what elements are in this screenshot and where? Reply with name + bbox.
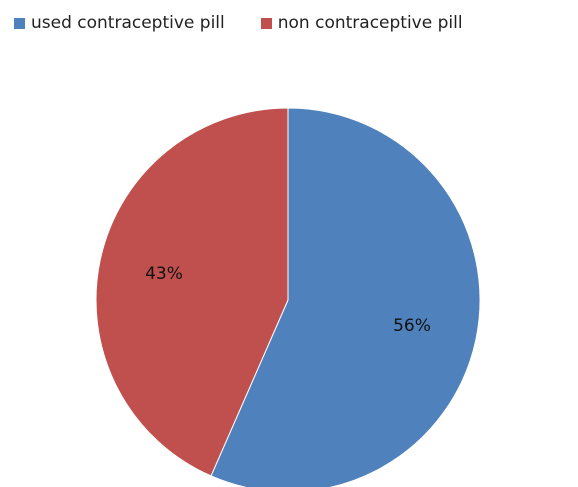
- legend-item-used-contraceptive-pill: used contraceptive pill: [14, 13, 225, 33]
- pie-slice-label-0: 56%: [393, 316, 431, 336]
- pie-slice-label-1: 43%: [145, 264, 183, 284]
- legend-label-non: non contraceptive pill: [277, 13, 463, 33]
- pie-slices: [95, 107, 481, 487]
- pie-slice-labels: 56% 43%: [145, 264, 431, 336]
- legend-item-non-contraceptive-pill: non contraceptive pill: [260, 13, 463, 33]
- pie-slice-1: [95, 107, 289, 477]
- legend-label-used: used contraceptive pill: [31, 13, 225, 33]
- legend-swatch-non: [260, 17, 272, 29]
- pie-slice-0: [210, 107, 481, 487]
- legend-swatch-used: [14, 17, 25, 29]
- legend: used contraceptive pill non contraceptiv…: [14, 13, 463, 33]
